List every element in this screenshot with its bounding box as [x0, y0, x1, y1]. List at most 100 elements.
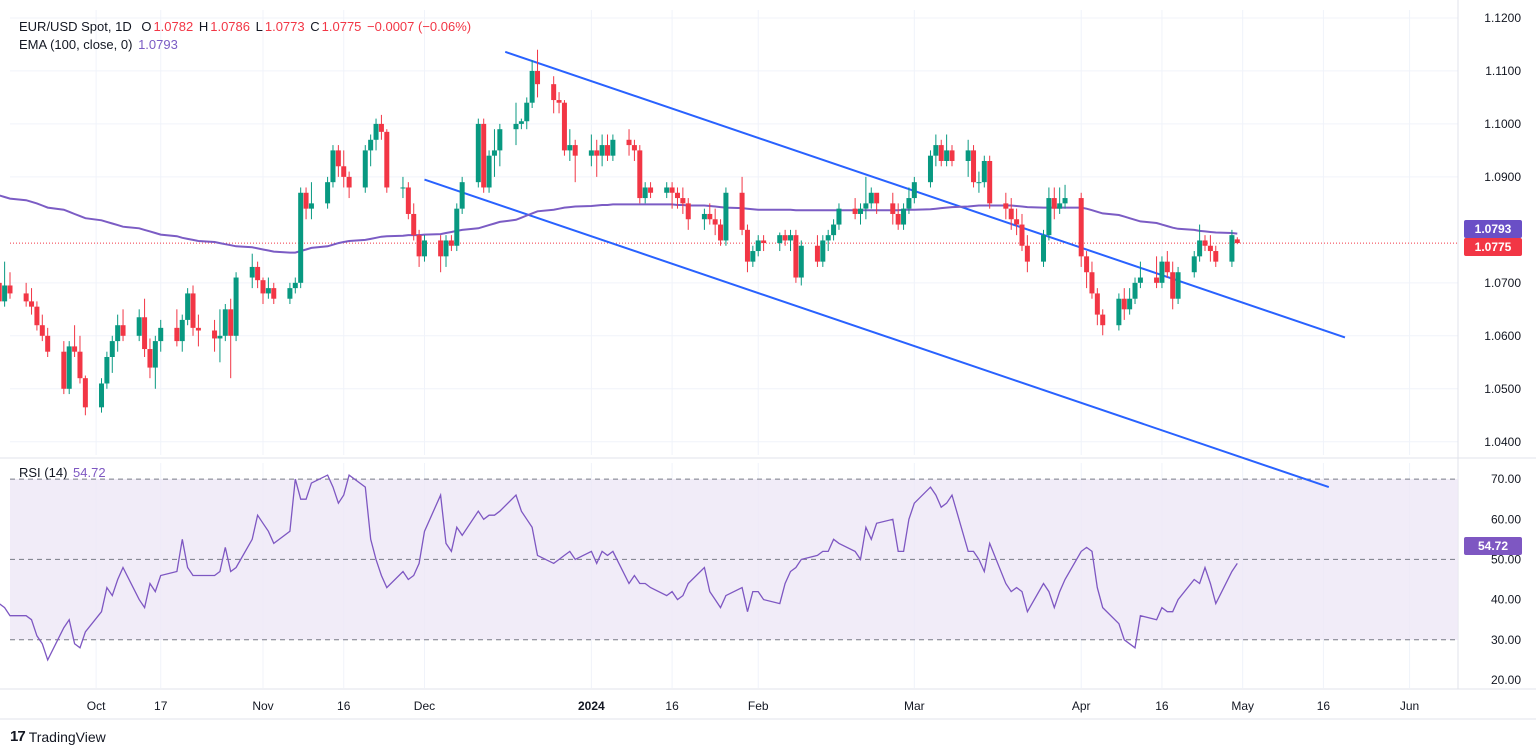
candle-body — [814, 245, 820, 262]
candle — [933, 134, 939, 167]
candle-body — [868, 192, 874, 204]
candle — [77, 335, 83, 384]
candle-body — [890, 203, 896, 214]
candle — [287, 282, 293, 305]
candle — [814, 235, 820, 267]
ema-legend: EMA (100, close, 0) 1.0793 — [19, 37, 180, 52]
candle — [411, 203, 417, 241]
candle — [368, 134, 374, 167]
candle — [179, 314, 185, 352]
candle-body — [788, 235, 794, 241]
candle — [971, 145, 977, 188]
candle — [255, 261, 261, 289]
candle-body — [599, 145, 605, 156]
candle — [1159, 256, 1165, 289]
candle-body — [933, 145, 939, 156]
candle — [1132, 277, 1138, 305]
candle — [1213, 245, 1219, 267]
candle — [1154, 256, 1160, 289]
last-price-tag: 1.0775 — [1464, 238, 1522, 256]
candle-body — [987, 160, 993, 204]
candle-body — [411, 213, 417, 236]
candle-body — [147, 349, 153, 368]
candle — [1116, 293, 1122, 331]
candle-body — [459, 182, 465, 209]
candle-body — [195, 327, 201, 331]
candle — [852, 198, 858, 220]
price-legend: EUR/USD Spot, 1D O 1.0782 H 1.0786 L 1.0773… — [19, 19, 473, 34]
ema-label[interactable]: EMA (100, close, 0) — [19, 37, 133, 52]
candle — [572, 139, 578, 183]
candle — [1078, 192, 1084, 267]
brand-name: TradingView — [28, 728, 106, 745]
candle-body — [535, 70, 541, 85]
candle — [335, 145, 341, 177]
candle-body — [1234, 239, 1240, 244]
candle-body — [255, 266, 261, 281]
time-tick-label: 16 — [337, 699, 351, 713]
candle — [260, 277, 266, 305]
candle-body — [341, 166, 347, 177]
candle — [976, 171, 982, 193]
candle — [648, 182, 654, 199]
candle — [755, 235, 761, 257]
open-value: 1.0782 — [153, 19, 194, 34]
channel-lower-line — [424, 178, 1330, 489]
candle-body — [109, 341, 115, 357]
candle-body — [120, 325, 126, 336]
candle-body — [642, 187, 648, 199]
candle-body — [852, 208, 858, 214]
candle-body — [66, 346, 72, 389]
candle — [610, 134, 616, 161]
candle — [793, 229, 799, 283]
rsi-legend: RSI (14) 54.72 — [19, 465, 108, 480]
tradingview-brand[interactable]: 17 TradingView — [10, 728, 106, 745]
candle-body — [561, 102, 567, 151]
candle-body — [271, 288, 277, 299]
candle-body — [551, 84, 557, 101]
open-label: O — [141, 19, 152, 34]
candle — [400, 176, 406, 199]
candle-body — [1078, 198, 1084, 257]
rsi-value: 54.72 — [73, 465, 106, 480]
candle — [863, 176, 869, 220]
candle — [7, 272, 13, 299]
candle-body — [777, 235, 783, 244]
close-value: 1.0775 — [321, 19, 362, 34]
candle-body — [605, 145, 611, 156]
candle — [1229, 229, 1235, 267]
candle — [120, 309, 126, 342]
price-tick-label: 1.0400 — [1484, 435, 1521, 449]
candle-body — [443, 240, 449, 257]
candle-body — [572, 145, 578, 156]
candle — [1019, 213, 1025, 252]
candle-body — [874, 192, 880, 204]
candle-body — [513, 123, 519, 130]
candle — [308, 182, 314, 220]
candle — [1202, 235, 1208, 252]
symbol-label[interactable]: EUR/USD Spot, 1D — [19, 19, 132, 34]
candle — [664, 182, 670, 199]
candle-body — [755, 240, 761, 252]
candle — [594, 139, 600, 177]
candle — [1191, 251, 1197, 278]
candle-body — [626, 139, 632, 146]
time-tick-label: Feb — [748, 699, 769, 713]
candle — [23, 282, 29, 307]
candle — [265, 277, 271, 299]
candle — [723, 187, 729, 246]
price-tick-label: 1.1200 — [1484, 11, 1521, 25]
rsi-label[interactable]: RSI (14) — [19, 465, 68, 480]
candle-body — [669, 187, 675, 193]
candle — [362, 145, 368, 193]
candle — [454, 203, 460, 252]
candle-body — [981, 160, 987, 183]
rsi-series-line — [0, 474, 1238, 662]
candle — [798, 240, 804, 286]
candle-body — [260, 280, 266, 294]
candle-body — [1100, 314, 1106, 326]
candle-body — [1089, 272, 1095, 294]
candle — [142, 298, 148, 357]
candle-body — [1084, 256, 1090, 273]
candle-body — [971, 150, 977, 183]
